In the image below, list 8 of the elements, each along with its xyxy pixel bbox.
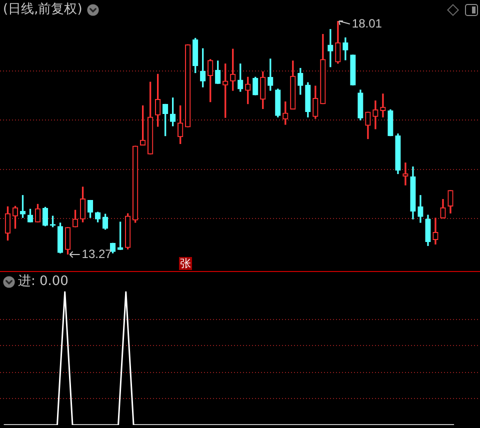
text: 张 xyxy=(179,257,192,270)
candlestick xyxy=(402,162,408,186)
annotation: 13.27 xyxy=(82,246,112,261)
chart-title: 进: 0.00 xyxy=(18,274,68,290)
candlestick xyxy=(380,94,386,118)
chart-title: (日线,前复权) xyxy=(3,2,82,18)
candlestick xyxy=(328,29,334,68)
annotation: 18.01 xyxy=(352,16,382,30)
